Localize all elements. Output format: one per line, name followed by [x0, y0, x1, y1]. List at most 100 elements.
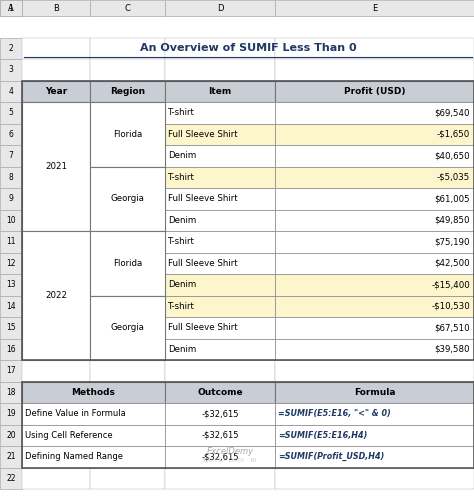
Bar [0, 274, 22, 295]
Bar [275, 102, 474, 124]
Bar [165, 295, 275, 317]
Bar [275, 231, 474, 252]
Bar [90, 145, 165, 166]
Bar [165, 81, 275, 102]
Text: Denim: Denim [168, 345, 196, 354]
Bar [165, 317, 275, 339]
Bar [90, 317, 165, 339]
Text: Full Sleeve Shirt: Full Sleeve Shirt [168, 194, 237, 203]
Bar [90, 381, 165, 403]
Text: Denim: Denim [168, 280, 196, 289]
Bar [0, 424, 22, 446]
Text: Region: Region [110, 87, 145, 96]
Bar [275, 124, 474, 145]
Bar [165, 124, 275, 145]
Bar [90, 339, 165, 360]
Bar [0, 188, 22, 210]
Bar [165, 446, 275, 468]
Text: Full Sleeve Shirt: Full Sleeve Shirt [168, 130, 237, 139]
Bar [165, 166, 275, 188]
Bar [165, 102, 275, 124]
Bar [275, 317, 474, 339]
Bar [165, 124, 275, 145]
Text: An Overview of SUMIF Less Than 0: An Overview of SUMIF Less Than 0 [140, 43, 356, 53]
Text: 21: 21 [6, 452, 16, 461]
Bar [0, 210, 22, 231]
Text: T-shirt: T-shirt [168, 237, 195, 246]
Bar [0, 403, 22, 424]
Bar [90, 81, 165, 102]
Bar [0, 59, 22, 81]
Text: E: E [372, 3, 377, 12]
Bar [22, 252, 90, 274]
Text: T-shirt: T-shirt [168, 108, 195, 117]
Bar [22, 210, 90, 231]
Bar [165, 102, 275, 124]
Bar [275, 468, 474, 489]
Text: 11: 11 [6, 237, 16, 246]
Bar [90, 166, 165, 231]
Text: -$32,615: -$32,615 [201, 431, 239, 440]
Bar [22, 446, 90, 468]
Text: -$1,650: -$1,650 [437, 130, 470, 139]
Bar [275, 81, 474, 102]
Text: ExcelDemy: ExcelDemy [207, 447, 254, 456]
Bar [165, 274, 275, 295]
Bar [165, 231, 275, 252]
Bar [90, 188, 165, 210]
Bar [275, 145, 474, 166]
Bar [90, 124, 165, 145]
Text: 5: 5 [9, 108, 13, 117]
Bar [165, 424, 275, 446]
Text: 12: 12 [6, 259, 16, 268]
Bar [275, 145, 474, 166]
Text: Florida: Florida [113, 259, 142, 268]
Bar [90, 37, 165, 59]
Bar [275, 210, 474, 231]
Bar [0, 37, 22, 59]
Bar [165, 381, 275, 403]
Bar [275, 424, 474, 446]
Text: 3: 3 [9, 65, 13, 74]
Bar [22, 81, 474, 360]
Bar [22, 295, 90, 317]
Text: 15: 15 [6, 323, 16, 332]
Bar [165, 360, 275, 381]
Text: Item: Item [209, 87, 232, 96]
Bar [165, 145, 275, 166]
Bar [90, 210, 165, 231]
Bar [0, 468, 22, 489]
Bar [165, 166, 275, 188]
Bar [0, 252, 22, 274]
Text: Denim: Denim [168, 151, 196, 160]
Bar [22, 274, 90, 295]
Bar [90, 295, 165, 360]
Text: Outcome: Outcome [197, 388, 243, 397]
Bar [275, 339, 474, 360]
Bar [22, 59, 90, 81]
Text: 10: 10 [6, 216, 16, 225]
Text: -$5,035: -$5,035 [437, 173, 470, 182]
Text: 8: 8 [9, 173, 13, 182]
Text: C: C [125, 3, 130, 12]
Text: 19: 19 [6, 409, 16, 418]
Bar [22, 424, 165, 446]
Bar [275, 446, 474, 468]
Bar [22, 339, 90, 360]
Text: B: B [53, 3, 59, 12]
Bar [165, 59, 275, 81]
Bar [0, 295, 22, 317]
Bar [90, 274, 165, 295]
Text: =SUMIF(Profit_USD,H4): =SUMIF(Profit_USD,H4) [278, 452, 384, 461]
Bar [165, 210, 275, 231]
Bar [165, 231, 275, 252]
Text: 2021: 2021 [45, 162, 67, 171]
Text: =SUMIF(E5:E16, "<" & 0): =SUMIF(E5:E16, "<" & 0) [278, 409, 391, 418]
Bar [275, 166, 474, 188]
Bar [22, 403, 90, 424]
Bar [275, 381, 474, 403]
Text: Methods: Methods [72, 388, 116, 397]
Bar [90, 403, 165, 424]
Text: 18: 18 [6, 388, 16, 397]
Bar [275, 403, 474, 424]
